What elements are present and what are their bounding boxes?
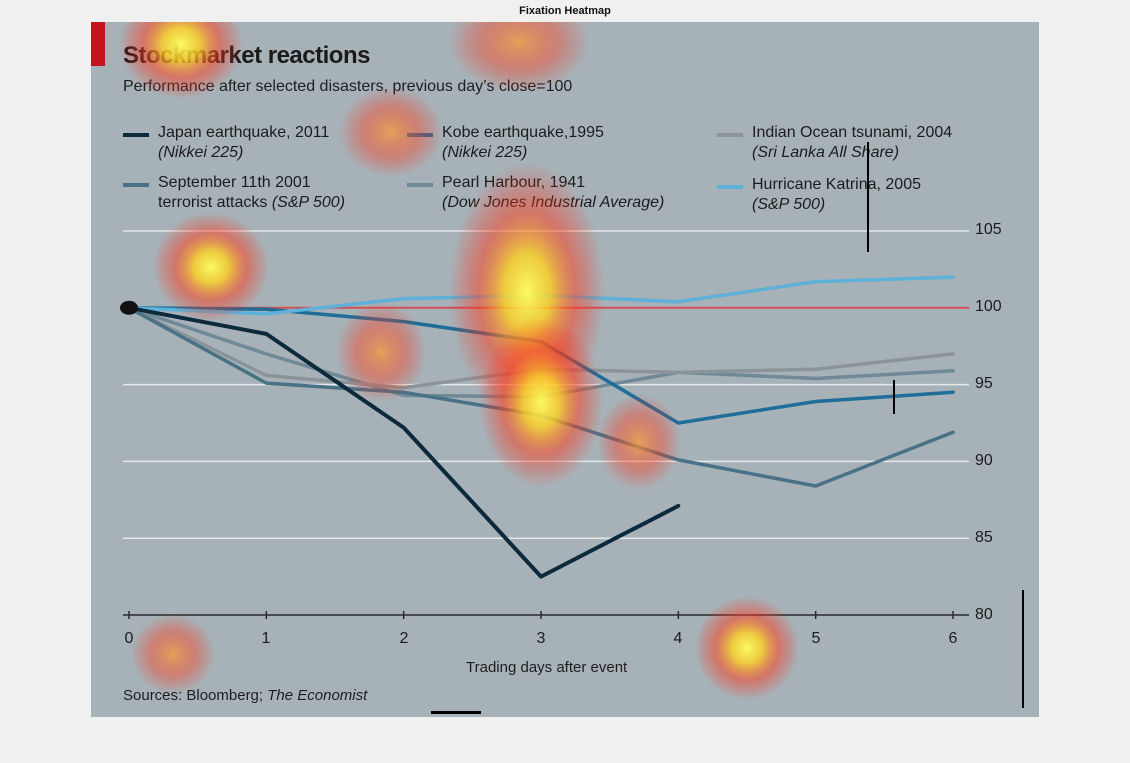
x-tick-label: 2: [399, 630, 409, 647]
annotation-mark: [867, 142, 869, 252]
figure-title: Fixation Heatmap: [519, 5, 611, 17]
legend-label: Pearl Harbour, 1941: [442, 174, 586, 191]
series-line: [127, 306, 955, 425]
legend-swatch: [717, 185, 743, 189]
legend-sub: (Nikkei 225): [158, 144, 244, 161]
y-tick-label: 90: [975, 452, 993, 469]
y-tick-label: 105: [975, 221, 1002, 238]
legend-sub: (Sri Lanka All Share): [752, 144, 900, 161]
x-tick-label: 0: [124, 630, 134, 647]
legend-sub: (S&P 500): [271, 194, 346, 211]
legend-swatch: [123, 183, 149, 187]
legend-label: September 11th 2001: [158, 174, 311, 191]
legend-label: Hurricane Katrina, 2005: [752, 176, 921, 193]
annotation-mark: [1022, 590, 1024, 708]
x-tick-label: 4: [673, 630, 683, 647]
legend-sub: (S&P 500): [752, 196, 826, 213]
chart-title: Stockmarket reactions: [123, 42, 370, 69]
legend-swatch: [407, 183, 433, 187]
legend-label: Kobe earthquake,1995: [442, 124, 604, 141]
x-tick-label: 3: [536, 630, 546, 647]
x-tick-label: 5: [811, 630, 821, 647]
annotation-mark: [431, 711, 481, 714]
sources-prefix: Sources: Bloomberg;: [123, 687, 268, 704]
series-line: [127, 306, 955, 399]
y-tick-label: 95: [975, 375, 993, 392]
x-axis-label: Trading days after event: [466, 659, 628, 676]
annotation-mark: [893, 380, 895, 414]
x-tick-label: 6: [948, 630, 958, 647]
legend-sub-prefix: terrorist attacks: [158, 194, 272, 211]
brand-tab: [91, 22, 105, 66]
legend-sub: (Nikkei 225): [442, 144, 528, 161]
x-tick-label: 1: [261, 630, 271, 647]
y-tick-label: 100: [975, 298, 1002, 315]
legend-label: Indian Ocean tsunami, 2004: [752, 124, 953, 141]
sources-note: Sources: Bloomberg; The Economist: [123, 687, 367, 704]
legend-swatch: [717, 133, 743, 137]
legend-label: Japan earthquake, 2011: [158, 124, 330, 141]
legend-swatch: [123, 133, 149, 137]
series-line: [127, 305, 681, 579]
chart-panel: Stockmarket reactions Performance after …: [91, 22, 1039, 717]
legend-swatch: [407, 133, 433, 137]
y-tick-label: 85: [975, 529, 993, 546]
chart-subtitle: Performance after selected disasters, pr…: [123, 78, 573, 95]
origin-point: [120, 300, 138, 315]
y-tick-label: 80: [975, 606, 993, 623]
legend-sub: (Dow Jones Industrial Average): [442, 194, 665, 211]
sources-publication: The Economist: [267, 687, 368, 704]
